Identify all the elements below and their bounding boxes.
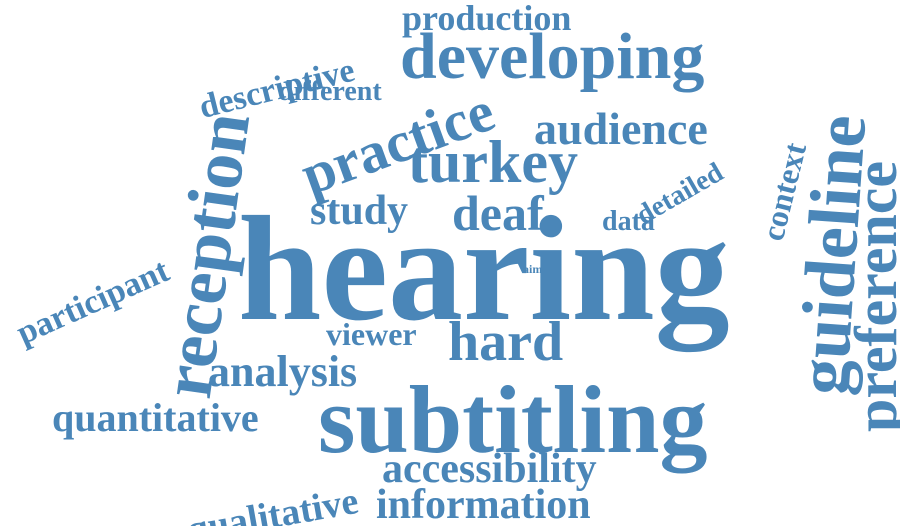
word-production: production	[402, 0, 572, 38]
word-audience: audience	[534, 103, 708, 154]
word-analysis: analysis	[208, 347, 358, 396]
word-information: information	[376, 482, 591, 526]
word-hard: hard	[448, 311, 564, 373]
word-viewer: viewer	[326, 316, 417, 352]
word-data: data	[602, 206, 655, 237]
word-accessibility: accessibility	[382, 446, 597, 492]
word-hearing: hearing	[238, 186, 730, 352]
word-different: different	[278, 76, 382, 107]
word-study: study	[310, 188, 409, 234]
word-turkey: turkey	[408, 129, 578, 195]
word-quantitative: quantitative	[52, 395, 259, 440]
word-participant: participant	[11, 252, 175, 352]
word-subtitling: subtitling	[318, 366, 708, 473]
word-qualitative: qualitative	[183, 479, 362, 526]
word-aim: aim	[523, 262, 543, 276]
word-preference: preference	[843, 161, 900, 432]
word-developing: developing	[400, 20, 705, 93]
word-deaf: deaf	[452, 185, 544, 241]
